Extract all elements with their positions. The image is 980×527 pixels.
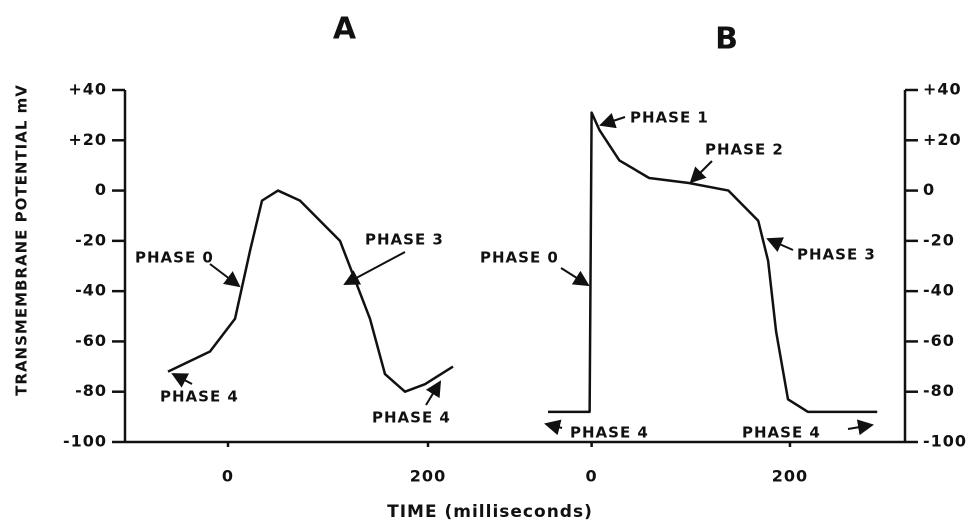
y-tick-label: +40 — [923, 80, 962, 99]
y-tick-label: 0 — [923, 180, 935, 199]
line-series — [167, 189, 454, 393]
y-tick-label: -20 — [923, 230, 955, 249]
annotation: PHASE 3 — [797, 246, 876, 264]
annotation: PHASE 3 — [365, 231, 444, 249]
y-tick-label: 0 — [95, 180, 107, 199]
y-tick-label: -100 — [63, 432, 107, 451]
annotation-arrow — [766, 237, 794, 252]
annotation: PHASE 1 — [630, 109, 709, 127]
x-tick-label: 0 — [222, 467, 234, 486]
y-tick-label: +20 — [923, 130, 962, 149]
annotation-arrow — [599, 112, 626, 129]
line-series — [547, 111, 878, 414]
annotation-arrow — [425, 380, 442, 406]
y-tick-label: -20 — [75, 230, 107, 249]
annotation: PHASE 4 — [742, 424, 821, 442]
annotation: PHASE 4 — [570, 424, 649, 442]
annotation-arrow — [209, 263, 241, 288]
annotation: PHASE 4 — [372, 409, 451, 427]
y-tick-label: +40 — [68, 80, 107, 99]
annotation-arrow — [544, 419, 563, 436]
annotation: PHASE 0 — [135, 249, 214, 267]
annotation: PHASE 2 — [705, 141, 784, 159]
x-tick-label: 0 — [586, 467, 598, 486]
chart-title: B — [715, 22, 739, 57]
annotation: PHASE 0 — [480, 249, 559, 267]
y-tick-label: +20 — [68, 130, 107, 149]
y-tick-label: -40 — [923, 281, 955, 300]
annotation-arrow — [560, 267, 590, 287]
x-tick-label: 200 — [410, 467, 446, 486]
annotation: PHASE 4 — [160, 388, 239, 406]
chart-title: A — [333, 12, 357, 47]
y-tick-label: -80 — [75, 381, 107, 400]
annotation-arrow — [689, 160, 713, 184]
y-axis-label: TRANSMEMBRANE POTENTIAL mV — [13, 84, 31, 396]
x-tick-label: 200 — [772, 467, 808, 486]
y-tick-label: -60 — [923, 331, 955, 350]
x-axis-label: TIME (milliseconds) — [387, 502, 593, 522]
y-tick-label: -40 — [75, 281, 107, 300]
y-tick-label: -60 — [75, 331, 107, 350]
annotation-arrow — [171, 373, 193, 388]
y-tick-label: -80 — [923, 381, 955, 400]
y-tick-label: -100 — [923, 432, 967, 451]
annotation-arrow — [847, 419, 874, 436]
